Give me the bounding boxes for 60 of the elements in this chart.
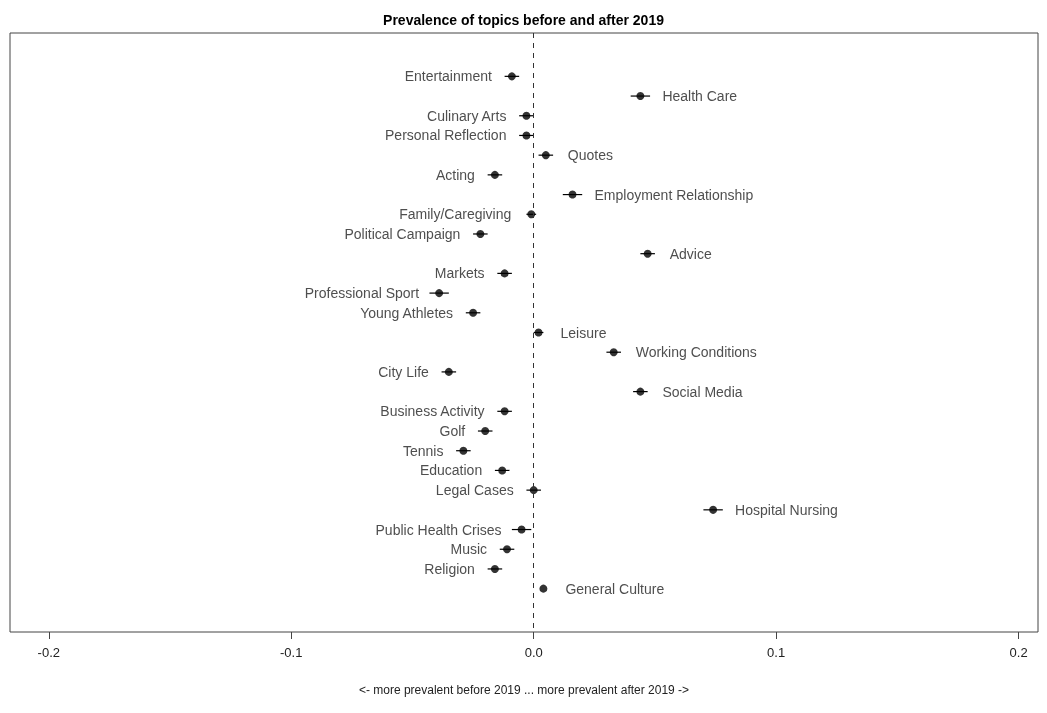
point [435,289,444,298]
y-tick-label: Religion [424,560,475,577]
y-tick-label: Acting [435,166,475,183]
point [476,229,485,238]
point [568,190,577,199]
point [498,466,507,475]
y-tick-label: Culinary Arts [427,107,507,124]
x-tick-label: 0.2 [1009,645,1028,660]
y-tick-label: Health Care [662,88,738,105]
y-tick-label: Employment Relationship [594,186,754,203]
y-tick-label: Professional Sport [304,285,420,302]
y-tick-label: Markets [434,265,485,282]
point [636,387,645,396]
y-tick-label: Hospital Nursing [735,501,838,518]
y-tick-label: City Life [378,363,430,380]
x-tick-label: 0.1 [767,645,786,660]
y-tick-label: Political Campaign [344,225,461,242]
point [503,545,512,554]
y-tick-label: Personal Reflection [385,127,507,144]
y-tick-label: Family/Caregiving [399,206,512,223]
y-tick-label: Social Media [662,383,743,400]
point [500,269,509,278]
y-tick-label: Working Conditions [635,344,757,361]
point [444,367,453,376]
point [522,131,531,140]
x-tick-label: -0.1 [280,645,303,660]
x-tick-label: 0.0 [524,645,543,660]
point [517,525,526,534]
x-axis-title: <- more prevalent before 2019 ... more prevalent after 2019 -> [358,683,690,697]
point [522,111,531,120]
point [469,308,478,317]
point [500,407,509,416]
y-tick-label: Tennis [402,442,444,459]
point [490,564,499,573]
chart-title: Prevalence of topics before and after 2019 [383,12,665,28]
y-tick-label: Advice [669,245,712,262]
y-tick-label: Public Health Crises [375,521,502,538]
point [643,249,652,258]
y-tick-label: Education [419,462,483,479]
point [539,584,548,593]
point [529,486,538,495]
point [527,210,536,219]
y-tick-label: Quotes [567,147,613,164]
y-tick-label: Music [450,541,488,558]
point [636,92,645,101]
x-tick-label: -0.2 [37,645,60,660]
point [609,348,618,357]
y-tick-label: Business Activity [380,403,485,420]
point [481,427,490,436]
y-tick-label: Leisure [560,324,607,341]
point [541,151,550,160]
y-tick-label: General Culture [565,580,665,597]
point [459,446,468,455]
point [709,505,718,514]
point [507,72,516,81]
y-tick-label: Entertainment [404,68,492,85]
point [490,170,499,179]
y-tick-label: Young Athletes [360,304,454,321]
y-tick-label: Golf [439,423,466,440]
y-tick-label: Legal Cases [435,482,514,499]
